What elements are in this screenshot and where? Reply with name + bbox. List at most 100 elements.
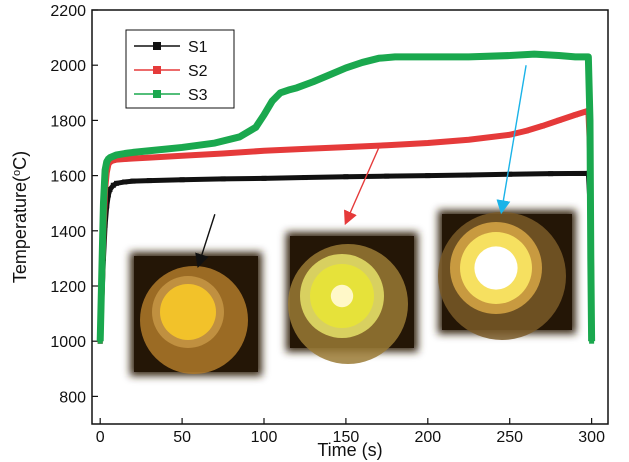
x-tick-label: 50 (173, 429, 191, 446)
legend-label: S1 (188, 39, 208, 56)
legend-swatch-marker (153, 90, 161, 98)
data-point (310, 79, 316, 85)
data-point (425, 173, 431, 179)
annotation-arrow (496, 65, 527, 215)
data-point (392, 54, 398, 60)
data-point (107, 186, 113, 192)
annotation-arrow (195, 214, 216, 268)
legend-box (125, 29, 235, 109)
data-point (179, 177, 185, 183)
data-point (302, 146, 308, 152)
data-point (114, 157, 120, 163)
data-point (261, 175, 267, 181)
data-point (425, 54, 431, 60)
data-point (507, 132, 513, 138)
data-point (507, 53, 513, 59)
data-point (110, 157, 116, 163)
data-point (99, 269, 105, 275)
data-point (269, 98, 275, 104)
data-point (589, 338, 595, 344)
data-point (261, 148, 267, 154)
data-point (107, 155, 113, 161)
x-tick-label: 0 (96, 429, 105, 446)
data-point (146, 178, 152, 184)
data-point (179, 144, 185, 150)
data-point (466, 172, 472, 178)
data-point (179, 153, 185, 159)
data-point (466, 137, 472, 143)
x-tick-label: 300 (578, 429, 605, 446)
data-point (302, 175, 308, 181)
data-point (507, 171, 513, 177)
data-point (294, 85, 300, 91)
y-tick-label: 1000 (50, 334, 86, 351)
data-point (466, 54, 472, 60)
legend: S1 S2 S3 (125, 29, 235, 109)
data-point (523, 128, 529, 134)
data-point (102, 167, 108, 173)
legend-swatch-marker (153, 42, 161, 50)
data-point (588, 255, 594, 261)
data-point (548, 171, 554, 177)
x-tick-label: 200 (414, 429, 441, 446)
legend-swatch-marker (153, 66, 161, 74)
data-point (122, 179, 128, 185)
legend-label: S3 (188, 87, 208, 104)
plot-frame (91, 9, 609, 425)
data-point (236, 134, 242, 140)
data-point (343, 144, 349, 150)
data-point (585, 54, 591, 60)
data-point (384, 173, 390, 179)
y-tick-label: 1600 (50, 169, 86, 186)
data-point (130, 155, 136, 161)
photo-insets (130, 210, 576, 376)
data-point (277, 90, 283, 96)
data-point (114, 180, 120, 186)
data-point (100, 200, 106, 206)
data-point (384, 142, 390, 148)
y-tick-label: 800 (59, 389, 86, 406)
inset-hotspot (474, 246, 518, 290)
x-tick-label: 100 (251, 429, 278, 446)
legend-label: S2 (188, 63, 208, 80)
data-point (110, 153, 116, 159)
annotation-arrows (195, 65, 527, 268)
y-tick-label: 1200 (50, 279, 86, 296)
x-tick-label: 150 (333, 429, 360, 446)
data-point (572, 54, 578, 60)
y-axis-title: Temperature(oC) (10, 151, 30, 283)
photo-inset (286, 232, 418, 364)
x-tick-label: 250 (496, 429, 523, 446)
inset-core (160, 284, 216, 340)
x-axis-title: Time (s) (317, 440, 382, 460)
photo-inset (438, 210, 576, 340)
data-point (327, 72, 333, 78)
y-tick-label: 1800 (50, 113, 86, 130)
annotation-arrow (344, 147, 380, 226)
data-point (130, 178, 136, 184)
data-point (212, 140, 218, 146)
data-point (220, 151, 226, 157)
y-axis-title-unit: C) (10, 151, 30, 170)
data-point (104, 159, 110, 165)
data-point (220, 176, 226, 182)
data-point (130, 149, 136, 155)
data-point (539, 123, 545, 129)
data-point (253, 124, 259, 130)
data-point (286, 87, 292, 93)
data-point (110, 182, 116, 188)
data-point (343, 174, 349, 180)
data-point (261, 112, 267, 118)
data-point (146, 155, 152, 161)
y-tick-label: 1400 (50, 224, 86, 241)
data-point (587, 117, 593, 123)
data-point (556, 53, 562, 59)
data-point (556, 117, 562, 123)
data-point (376, 55, 382, 61)
data-point (572, 112, 578, 118)
y-tick-label: 2000 (50, 58, 86, 75)
data-point (531, 51, 537, 57)
y-axis-title-main: Temperature( (10, 176, 30, 283)
series-S3 (96, 50, 596, 344)
data-point (343, 65, 349, 71)
